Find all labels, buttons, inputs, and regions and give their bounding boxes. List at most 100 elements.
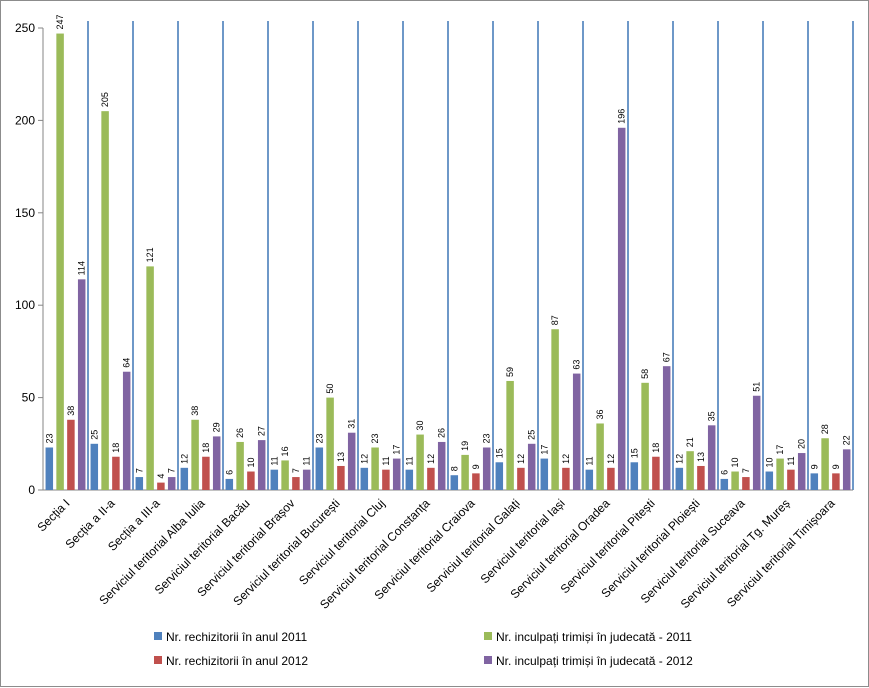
bar bbox=[347, 432, 356, 490]
data-label: 87 bbox=[550, 315, 560, 325]
bar bbox=[326, 397, 334, 490]
data-label: 36 bbox=[595, 409, 605, 419]
bar bbox=[675, 467, 684, 490]
bar bbox=[562, 467, 570, 490]
data-label: 28 bbox=[820, 424, 830, 434]
bar bbox=[517, 467, 525, 490]
bar bbox=[787, 469, 795, 490]
bar bbox=[146, 266, 154, 490]
data-label: 35 bbox=[707, 411, 717, 421]
data-label: 12 bbox=[561, 454, 571, 464]
bar bbox=[191, 419, 199, 490]
data-label: 12 bbox=[606, 454, 616, 464]
bar bbox=[427, 467, 435, 490]
bar bbox=[551, 329, 559, 490]
data-label: 196 bbox=[617, 109, 627, 124]
bar bbox=[630, 462, 639, 490]
data-label: 11 bbox=[302, 456, 312, 465]
legend-label: Nr. rechizitorii în anul 2011 bbox=[166, 630, 308, 644]
y-tick-label: 100 bbox=[15, 298, 35, 312]
bar bbox=[225, 478, 234, 490]
data-label: 31 bbox=[347, 419, 357, 429]
data-label: 15 bbox=[629, 448, 639, 458]
data-label: 17 bbox=[539, 445, 549, 455]
bar bbox=[686, 451, 694, 490]
data-label: 7 bbox=[291, 468, 301, 473]
data-label: 12 bbox=[516, 454, 526, 464]
data-label: 13 bbox=[336, 452, 346, 462]
bar bbox=[101, 111, 109, 490]
data-label: 23 bbox=[44, 433, 54, 443]
data-label: 23 bbox=[314, 433, 324, 443]
legend-label: Nr. inculpați trimiși în judecată - 2011 bbox=[496, 630, 692, 644]
data-label: 29 bbox=[212, 422, 222, 432]
bar bbox=[157, 482, 165, 490]
bar bbox=[765, 471, 774, 490]
bar bbox=[292, 477, 300, 490]
bar bbox=[641, 382, 649, 490]
data-label: 4 bbox=[156, 474, 166, 479]
bar bbox=[56, 33, 64, 490]
bar bbox=[607, 467, 615, 490]
data-label: 38 bbox=[190, 406, 200, 416]
data-label: 63 bbox=[572, 360, 582, 370]
bar bbox=[281, 460, 289, 490]
bar bbox=[315, 447, 324, 490]
bar bbox=[67, 419, 75, 490]
data-label: 59 bbox=[505, 367, 515, 377]
data-label: 27 bbox=[257, 426, 267, 436]
bar bbox=[382, 469, 390, 490]
bar bbox=[360, 467, 369, 490]
bar bbox=[832, 473, 840, 490]
bar bbox=[472, 473, 480, 490]
data-label: 12 bbox=[359, 454, 369, 464]
data-label: 30 bbox=[415, 421, 425, 431]
data-label: 10 bbox=[730, 458, 740, 468]
data-label: 247 bbox=[55, 15, 65, 30]
bar bbox=[122, 371, 131, 490]
bar bbox=[617, 127, 626, 491]
bar bbox=[392, 458, 401, 490]
bar bbox=[540, 458, 549, 490]
data-label: 21 bbox=[685, 437, 695, 447]
data-label: 18 bbox=[651, 443, 661, 453]
bar bbox=[167, 477, 176, 490]
data-label: 12 bbox=[179, 454, 189, 464]
data-label: 7 bbox=[167, 468, 177, 473]
legend-swatch bbox=[154, 632, 162, 640]
bar bbox=[596, 423, 604, 490]
data-label: 6 bbox=[224, 470, 234, 475]
bar bbox=[720, 478, 729, 490]
bar bbox=[731, 471, 739, 490]
data-label: 7 bbox=[134, 468, 144, 473]
data-label: 205 bbox=[100, 92, 110, 107]
data-label: 15 bbox=[494, 448, 504, 458]
data-label: 121 bbox=[145, 247, 155, 262]
bar bbox=[707, 425, 716, 490]
bar bbox=[77, 279, 86, 490]
data-label: 64 bbox=[122, 358, 132, 368]
data-label: 10 bbox=[246, 458, 256, 468]
data-label: 26 bbox=[437, 428, 447, 438]
data-label: 26 bbox=[235, 428, 245, 438]
bar bbox=[90, 443, 99, 490]
bar bbox=[212, 436, 221, 490]
legend-swatch bbox=[484, 656, 492, 664]
bar bbox=[45, 447, 54, 490]
bar bbox=[270, 469, 279, 490]
data-label: 9 bbox=[809, 464, 819, 469]
data-label: 67 bbox=[662, 352, 672, 362]
bar bbox=[482, 447, 491, 490]
data-label: 11 bbox=[381, 456, 391, 465]
data-label: 23 bbox=[482, 433, 492, 443]
data-label: 13 bbox=[696, 452, 706, 462]
data-label: 20 bbox=[797, 439, 807, 449]
data-label: 17 bbox=[392, 445, 402, 455]
category-label: Secția I bbox=[34, 496, 72, 534]
category-label: Serviciul teritorial Cluj bbox=[296, 496, 387, 587]
bar bbox=[202, 456, 210, 490]
data-label: 17 bbox=[775, 445, 785, 455]
data-label: 16 bbox=[280, 446, 290, 456]
bar bbox=[495, 462, 504, 490]
